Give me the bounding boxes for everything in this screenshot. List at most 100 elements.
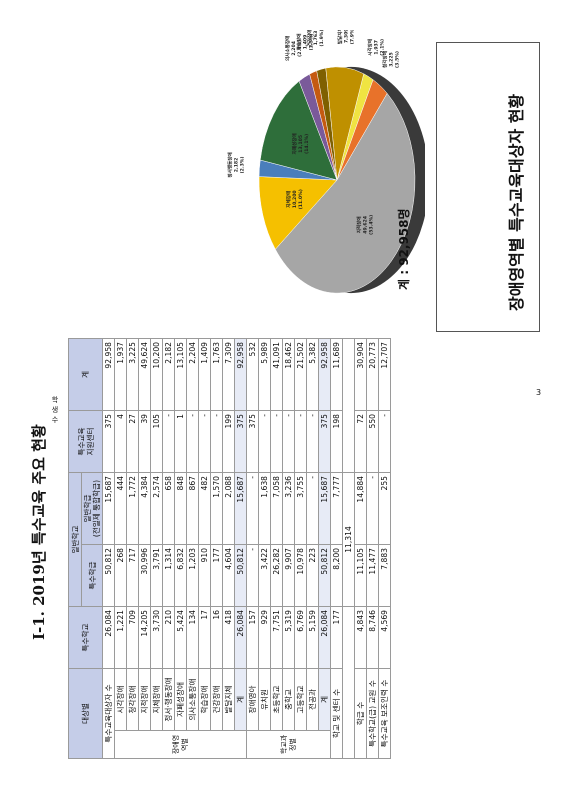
row-label: 학급 수 — [354, 668, 367, 759]
page-number: 3 — [536, 388, 542, 397]
table-row-disability: 정서·행동장애 210 1,314 658-2,182 — [162, 338, 175, 758]
cell: 177 — [330, 606, 343, 669]
table-row-summary: 학급 수 4,843 11,105 14,884 72 30,904 — [354, 338, 367, 759]
header-support-center: 특수교육 지원센터 — [68, 410, 103, 473]
cell: 41,091 — [270, 338, 283, 411]
pie-label-percent: (2.1%) — [379, 39, 385, 56]
pie-label-value: 3,225 — [389, 52, 395, 67]
pie-label-percent: (2.4%) — [297, 40, 303, 57]
row-label: 지적장애 — [138, 668, 151, 731]
cell: 2,574 — [150, 472, 163, 545]
cell: 7,777 — [330, 472, 343, 545]
cell: 2,204 — [186, 338, 199, 411]
cell: 482 — [198, 472, 211, 545]
pie-label-category: 지체장애 — [285, 191, 292, 208]
cell: 5,989 — [258, 338, 271, 411]
pie-label-category: 자폐성장애 — [291, 133, 298, 154]
cell: 1,203 — [186, 544, 199, 607]
pie-label-category: 정서행동장애 — [227, 152, 234, 177]
pie-label-9: 발달지체 7,309 (7.9%) — [336, 27, 355, 44]
cell: 1,638 — [258, 472, 271, 545]
cell: 3,236 — [282, 472, 295, 545]
cell: 929 — [258, 606, 271, 669]
pie-label-category: 학습장애 — [295, 33, 302, 50]
cell: 198 — [330, 410, 343, 473]
main-table-wrapper: 대상별 특수학교 일반학교 특수교육 지원센터 계 특수학급 일반학급 (전일제… — [68, 338, 428, 759]
pie-label-percent: (53.4%) — [369, 215, 375, 235]
cell: 4,843 — [354, 606, 367, 669]
main-table: 대상별 특수학교 일반학교 특수교육 지원센터 계 특수학급 일반학급 (전일제… — [68, 338, 391, 759]
pie-slice-3 — [258, 176, 338, 250]
table-row-summary: 특수학교(급) 교원 수 8,746 11,477-550 20,773 — [366, 338, 379, 759]
cell: - — [198, 410, 211, 473]
row-label: 지체장애 — [150, 668, 163, 731]
table-row-disability: 지적장애 14,205 30,996 4,384 39 49,624 — [138, 338, 151, 758]
table-row-level: 초등학교 7,751 26,282 7,058-41,091 — [270, 338, 283, 758]
cell: 1,937 — [114, 338, 127, 411]
cell: 375 — [318, 410, 331, 473]
header-category: 대상별 — [68, 668, 103, 759]
pie-label-category: 지적장애 — [356, 216, 363, 233]
cell: 717 — [126, 544, 139, 607]
cell: 10,978 — [294, 544, 307, 607]
header-total: 계 — [68, 338, 103, 411]
cell: - — [162, 410, 175, 473]
table-row-disability: 장애영역별 시각장애 1,221 268 444 4 1,937 — [114, 338, 247, 759]
cell: 4,569 — [378, 606, 391, 669]
cell: 6,832 — [174, 544, 187, 607]
cell: 1,772 — [126, 472, 139, 545]
table-row-level: 전공과 5,159 223- -5,382 — [306, 338, 319, 758]
pie-label-7: 학습장애 1,409 (1.5%) — [295, 33, 314, 50]
table-row-student-count: 특수교육대상자 수 26,084 50,812 15,687 375 92,95… — [102, 338, 115, 759]
cell: 5,382 — [306, 338, 319, 411]
cell: 199 — [222, 410, 235, 473]
cell: - — [294, 410, 307, 473]
table-row-disability: 계 26,084 50,812 15,687 375 92,958 — [234, 338, 247, 758]
cell: 4,604 — [222, 544, 235, 607]
cell: 867 — [186, 472, 199, 545]
pie-label-category: 발달지체 — [336, 30, 343, 44]
table-row-disability: 학습장애 17 910 482-1,409 — [198, 338, 211, 758]
cell: 375 — [234, 410, 247, 473]
pie-label-0: 시각장애 1,937 (2.1%) — [366, 39, 385, 56]
cell: 49,624 — [138, 338, 151, 411]
cell: 13,105 — [174, 338, 187, 411]
pie-label-5: 자폐성장애 13,105 (14.1%) — [291, 133, 310, 154]
header-special-school: 특수학교 — [68, 606, 103, 669]
cell: 418 — [222, 606, 235, 669]
cell: 550 — [366, 410, 379, 473]
cell: 17 — [198, 606, 211, 669]
cell: 223 — [306, 544, 319, 607]
cell: - — [258, 410, 271, 473]
cell: 11,477 — [366, 544, 379, 607]
row-label: 학습장애 — [198, 668, 211, 731]
cell: 16 — [210, 606, 223, 669]
row-label: 계 — [234, 668, 247, 731]
row-label: 청각장애 — [126, 668, 139, 731]
cell: - — [306, 410, 319, 473]
pie-label-3: 지체장애 10,200 (11.0%) — [285, 189, 304, 209]
row-label: 전공과 — [306, 668, 319, 731]
cell: 1,409 — [198, 338, 211, 411]
cell: 11,689 — [330, 338, 343, 411]
cell: 14,205 — [138, 606, 151, 669]
cell: 15,687 — [234, 472, 247, 545]
cell: 5,424 — [174, 606, 187, 669]
pie-label-2: 지적장애 49,624 (53.4%) — [356, 215, 375, 235]
cell: 10,200 — [150, 338, 163, 411]
cell: 9,907 — [282, 544, 295, 607]
cell: 18,462 — [282, 338, 295, 411]
cell: - — [282, 410, 295, 473]
pie-label-percent: (7.9%) — [349, 30, 355, 44]
table-row-disability: 발달지체 418 4,604 2,088 199 7,309 — [222, 338, 235, 758]
cell: 709 — [126, 606, 139, 669]
table-row-disability: 의사소통장애 134 1,203 867-2,204 — [186, 338, 199, 758]
cell: 1,314 — [162, 544, 175, 607]
pie-slice-5 — [259, 80, 338, 181]
pie-label-percent: (11.0%) — [298, 189, 304, 209]
title-box-text: 장애영역별 특수교육대상자 현황 — [507, 93, 526, 311]
cell: 12,707 — [378, 338, 391, 411]
row-label: 학교 및 센터 수 — [330, 668, 343, 759]
cell: 848 — [174, 472, 187, 545]
pie-label-value: 13,105 — [298, 135, 304, 153]
